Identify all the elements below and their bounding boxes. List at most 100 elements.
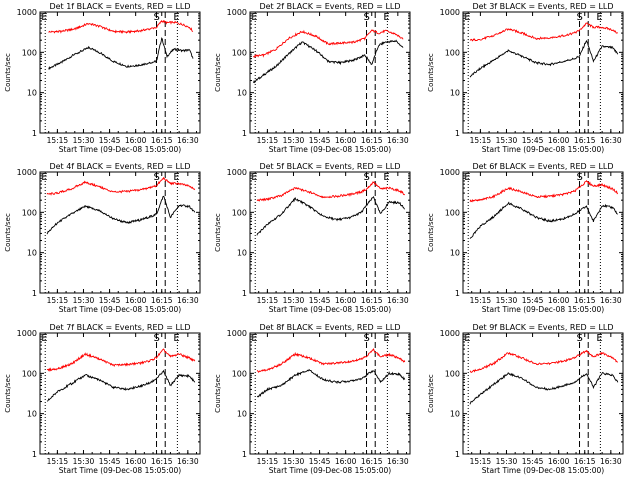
marker-label-e: E bbox=[41, 333, 47, 344]
lld-line bbox=[256, 181, 406, 202]
x-tick-label: 15:15 bbox=[257, 457, 279, 466]
x-tick-label: 16:00 bbox=[548, 457, 570, 466]
x-tick-label: 15:15 bbox=[470, 136, 492, 145]
x-tick-label: 16:15 bbox=[361, 136, 383, 145]
y-tick-label: 100 bbox=[445, 208, 460, 217]
chart-title: Det 5f BLACK = Events, RED = LLD bbox=[259, 162, 400, 171]
chart-panel: Det 4f BLACK = Events, RED = LLD Counts/s… bbox=[4, 162, 201, 314]
y-tick-label: 1 bbox=[242, 450, 247, 459]
events-line bbox=[469, 371, 619, 405]
x-tick-label: 15:30 bbox=[73, 457, 95, 466]
marker-label-s: S bbox=[364, 333, 370, 344]
y-tick-label: 1 bbox=[32, 129, 37, 138]
x-tick-label: 15:15 bbox=[470, 296, 492, 305]
chart-panel: Det 2f BLACK = Events, RED = LLD Counts/s… bbox=[214, 2, 411, 154]
marker-label-e: E bbox=[596, 172, 602, 183]
chart-panel: Det 5f BLACK = Events, RED = LLD Counts/s… bbox=[214, 162, 411, 314]
x-tick-label: 15:15 bbox=[470, 457, 492, 466]
x-axis-label: Start Time (09-Dec-08 15:05:00) bbox=[59, 305, 181, 314]
y-tick-label: 1000 bbox=[440, 329, 460, 338]
chart-title: Det 9f BLACK = Events, RED = LLD bbox=[472, 323, 613, 332]
plot-frame bbox=[39, 332, 201, 455]
plot-frame bbox=[249, 171, 411, 294]
y-tick-label: 100 bbox=[445, 48, 460, 57]
y-axis-label: Counts/sec bbox=[214, 374, 222, 413]
chart-title: Det 3f BLACK = Events, RED = LLD bbox=[472, 2, 613, 11]
y-tick-label: 100 bbox=[232, 369, 247, 378]
x-tick-label: 16:00 bbox=[548, 136, 570, 145]
x-axis-label: Start Time (09-Dec-08 15:05:00) bbox=[482, 466, 604, 475]
y-tick-label: 1 bbox=[455, 450, 460, 459]
events-line bbox=[469, 39, 619, 78]
marker-label-e: E bbox=[41, 172, 47, 183]
x-tick-label: 16:30 bbox=[177, 457, 199, 466]
y-tick-label: 1000 bbox=[227, 8, 247, 17]
y-tick-label: 100 bbox=[22, 208, 37, 217]
y-tick-label: 100 bbox=[22, 48, 37, 57]
events-line bbox=[256, 368, 406, 398]
y-tick-label: 1000 bbox=[440, 8, 460, 17]
events-line bbox=[253, 39, 404, 84]
events-line bbox=[469, 201, 619, 239]
y-tick-label: 10 bbox=[237, 410, 247, 419]
x-tick-label: 16:15 bbox=[574, 296, 596, 305]
y-tick-label: 100 bbox=[232, 208, 247, 217]
lld-line bbox=[46, 348, 196, 373]
y-axis-label: Counts/sec bbox=[4, 374, 12, 413]
x-tick-label: 15:30 bbox=[496, 296, 518, 305]
chart-panel: Det 1f BLACK = Events, RED = LLD Counts/s… bbox=[4, 2, 201, 154]
x-tick-label: 15:15 bbox=[47, 296, 69, 305]
x-axis-label: Start Time (09-Dec-08 15:05:00) bbox=[59, 145, 181, 154]
marker-label-e: E bbox=[596, 333, 602, 344]
y-axis-label: Counts/sec bbox=[4, 213, 12, 252]
chart-title: Det 1f BLACK = Events, RED = LLD bbox=[49, 2, 190, 11]
chart-title: Det 2f BLACK = Events, RED = LLD bbox=[259, 2, 400, 11]
x-tick-label: 16:15 bbox=[151, 296, 173, 305]
marker-label-e: E bbox=[464, 172, 470, 183]
x-tick-label: 16:00 bbox=[335, 296, 357, 305]
x-tick-label: 15:15 bbox=[47, 136, 69, 145]
events-line bbox=[46, 195, 196, 235]
y-axis-label: Counts/sec bbox=[214, 213, 222, 252]
x-axis-label: Start Time (09-Dec-08 15:05:00) bbox=[269, 466, 391, 475]
x-tick-label: 16:00 bbox=[125, 136, 147, 145]
y-tick-label: 10 bbox=[237, 249, 247, 258]
x-tick-label: 16:30 bbox=[600, 296, 622, 305]
x-tick-label: 16:15 bbox=[361, 457, 383, 466]
x-tick-label: 15:30 bbox=[283, 296, 305, 305]
y-axis-label: Counts/sec bbox=[427, 213, 435, 252]
x-tick-label: 15:45 bbox=[99, 296, 121, 305]
y-tick-label: 1000 bbox=[17, 8, 37, 17]
x-tick-label: 15:15 bbox=[257, 136, 279, 145]
marker-label-s: S bbox=[364, 172, 370, 183]
x-tick-label: 15:15 bbox=[257, 296, 279, 305]
chart-panel: Det 8f BLACK = Events, RED = LLD Counts/s… bbox=[214, 323, 411, 475]
chart-panel: Det 6f BLACK = Events, RED = LLD Counts/s… bbox=[427, 162, 624, 314]
y-tick-label: 1000 bbox=[227, 168, 247, 177]
x-axis-label: Start Time (09-Dec-08 15:05:00) bbox=[482, 305, 604, 314]
y-tick-label: 10 bbox=[237, 89, 247, 98]
x-tick-label: 16:00 bbox=[125, 457, 147, 466]
x-tick-label: 15:45 bbox=[309, 296, 331, 305]
marker-label-e: E bbox=[251, 172, 257, 183]
y-tick-label: 10 bbox=[27, 410, 37, 419]
x-tick-label: 16:00 bbox=[548, 296, 570, 305]
lld-line bbox=[256, 347, 406, 374]
x-tick-label: 15:30 bbox=[73, 296, 95, 305]
x-tick-label: 15:45 bbox=[309, 136, 331, 145]
x-tick-label: 15:30 bbox=[496, 457, 518, 466]
chart-title: Det 4f BLACK = Events, RED = LLD bbox=[49, 162, 190, 171]
y-axis-label: Counts/sec bbox=[4, 53, 12, 92]
lld-line bbox=[253, 29, 404, 58]
x-tick-label: 16:15 bbox=[151, 457, 173, 466]
lld-line bbox=[46, 176, 196, 196]
x-tick-label: 16:00 bbox=[125, 296, 147, 305]
y-axis-label: Counts/sec bbox=[214, 53, 222, 92]
x-tick-label: 16:30 bbox=[177, 136, 199, 145]
y-tick-label: 1000 bbox=[17, 168, 37, 177]
lld-line bbox=[469, 22, 619, 42]
chart-title: Det 6f BLACK = Events, RED = LLD bbox=[472, 162, 613, 171]
marker-label-e: E bbox=[251, 333, 257, 344]
x-tick-label: 15:15 bbox=[47, 457, 69, 466]
